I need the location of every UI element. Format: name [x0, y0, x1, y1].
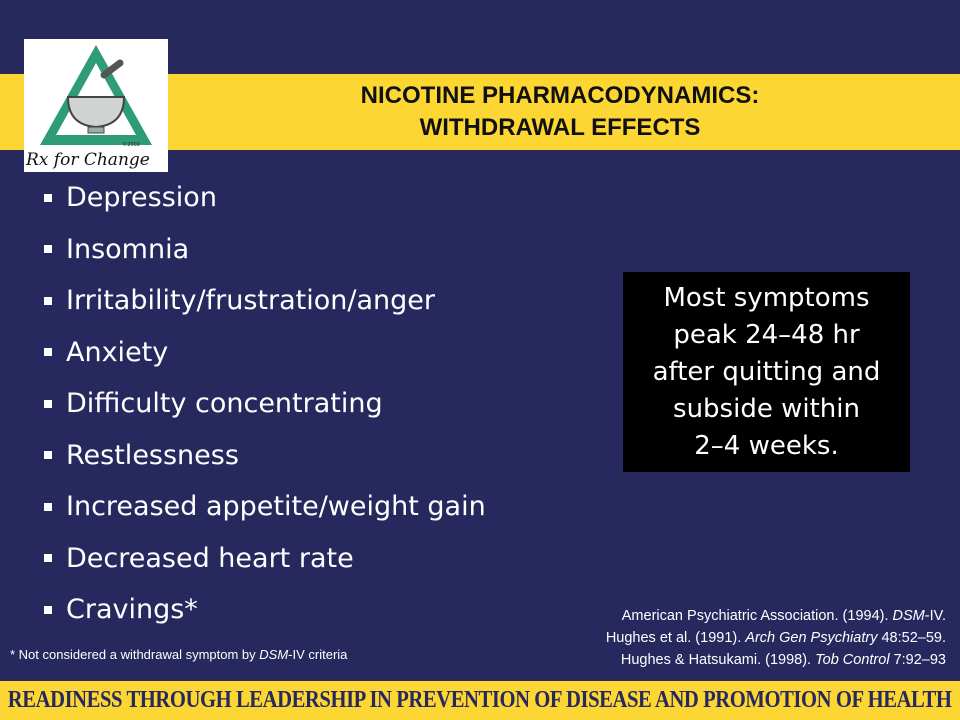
reference-item: American Psychiatric Association. (1994)…: [621, 608, 946, 624]
list-item: Difficulty concentrating: [44, 378, 486, 430]
footnote: * Not considered a withdrawal symptom by…: [10, 647, 348, 662]
bullet-icon: [44, 554, 52, 563]
list-item: Depression: [44, 172, 486, 224]
title-line-2: WITHDRAWAL EFFECTS: [419, 114, 701, 141]
callout-line: subside within: [673, 393, 860, 424]
list-item: Irritability/frustration/anger: [44, 275, 486, 327]
list-item: Anxiety: [44, 327, 486, 379]
withdrawal-symptoms-list: Depression Insomnia Irritability/frustra…: [44, 172, 486, 636]
logo-text: Rx for Change: [26, 150, 150, 170]
bullet-icon: [44, 451, 52, 460]
callout-line: 2–4 weeks.: [694, 430, 839, 461]
footer-banner: READINESS THROUGH LEADERSHIP IN PREVENTI…: [0, 681, 960, 720]
slide-title: NICOTINE PHARMACODYNAMICS: WITHDRAWAL EF…: [170, 74, 950, 150]
reference-item: Hughes & Hatsukami. (1998). Tob Control …: [620, 652, 946, 668]
footer-banner-text: READINESS THROUGH LEADERSHIP IN PREVENTI…: [8, 687, 952, 713]
mortar-pestle-icon: [40, 45, 152, 145]
bullet-icon: [44, 605, 52, 614]
bullet-icon: [44, 348, 52, 357]
callout-line: peak 24–48 hr: [673, 319, 860, 350]
rx-for-change-logo: ©2002 Rx for Change: [24, 39, 168, 172]
logo-copyright: ©2002: [122, 142, 140, 148]
symptom-timing-callout: Most symptoms peak 24–48 hr after quitti…: [623, 272, 910, 472]
callout-line: Most symptoms: [663, 282, 870, 313]
bullet-icon: [44, 193, 52, 202]
list-item: Decreased heart rate: [44, 533, 486, 585]
title-line-1: NICOTINE PHARMACODYNAMICS:: [360, 82, 760, 109]
bullet-icon: [44, 296, 52, 305]
reference-item: Hughes et al. (1991). Arch Gen Psychiatr…: [605, 630, 946, 646]
bullet-icon: [44, 399, 52, 408]
list-item: Cravings*: [44, 584, 486, 636]
bullet-icon: [44, 502, 52, 511]
list-item: Increased appetite/weight gain: [44, 481, 486, 533]
references: American Psychiatric Association. (1994)…: [606, 605, 946, 671]
callout-line: after quitting and: [652, 356, 881, 387]
list-item: Restlessness: [44, 430, 486, 482]
list-item: Insomnia: [44, 224, 486, 276]
bullet-icon: [44, 245, 52, 254]
